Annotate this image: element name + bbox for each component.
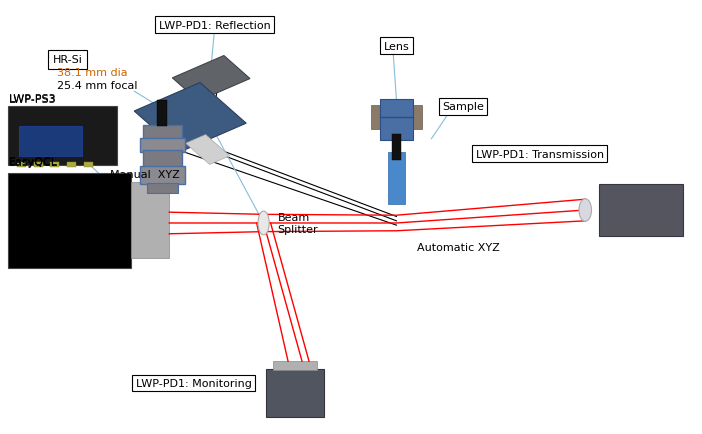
Ellipse shape xyxy=(258,212,269,235)
Text: LWP-PD1: Transmission: LWP-PD1: Transmission xyxy=(476,149,604,159)
Polygon shape xyxy=(173,56,250,102)
Bar xyxy=(140,167,185,184)
Polygon shape xyxy=(134,83,246,152)
Bar xyxy=(19,126,82,157)
Text: LWP-PD1: Reflection: LWP-PD1: Reflection xyxy=(159,20,270,30)
Bar xyxy=(8,107,117,165)
Bar xyxy=(34,162,43,168)
Bar xyxy=(157,101,167,126)
Ellipse shape xyxy=(579,199,592,222)
Text: Manual  XYZ: Manual XYZ xyxy=(110,170,180,180)
Bar xyxy=(84,162,93,168)
Bar xyxy=(265,369,324,418)
Text: LWP-PS3: LWP-PS3 xyxy=(8,94,56,104)
Bar xyxy=(392,135,402,161)
Bar xyxy=(272,362,317,370)
Bar xyxy=(143,151,182,168)
Polygon shape xyxy=(396,106,423,130)
Bar xyxy=(51,162,60,168)
Bar xyxy=(131,183,169,258)
Text: 38.1 mm dia: 38.1 mm dia xyxy=(58,68,128,78)
Polygon shape xyxy=(185,135,230,165)
Bar xyxy=(8,174,131,269)
Text: Automatic XYZ: Automatic XYZ xyxy=(418,243,501,253)
Bar xyxy=(17,162,26,168)
Text: EasyQCL: EasyQCL xyxy=(8,158,58,168)
Text: Beam
Splitter: Beam Splitter xyxy=(277,213,318,234)
Text: Lens: Lens xyxy=(383,42,409,52)
Bar xyxy=(388,152,405,204)
Bar xyxy=(147,184,178,193)
Bar xyxy=(143,125,182,139)
Bar xyxy=(140,138,185,152)
Polygon shape xyxy=(371,106,397,130)
Bar xyxy=(600,184,683,237)
Text: LWP-PD1: Monitoring: LWP-PD1: Monitoring xyxy=(135,378,251,388)
Bar xyxy=(67,162,77,168)
Text: EasyQCL: EasyQCL xyxy=(8,157,58,167)
Polygon shape xyxy=(380,99,413,141)
Text: Sample: Sample xyxy=(442,102,484,112)
Text: LWP-PS3: LWP-PS3 xyxy=(8,95,56,105)
Text: 25.4 mm focal: 25.4 mm focal xyxy=(58,81,138,91)
Text: HR-Si: HR-Si xyxy=(53,55,82,65)
